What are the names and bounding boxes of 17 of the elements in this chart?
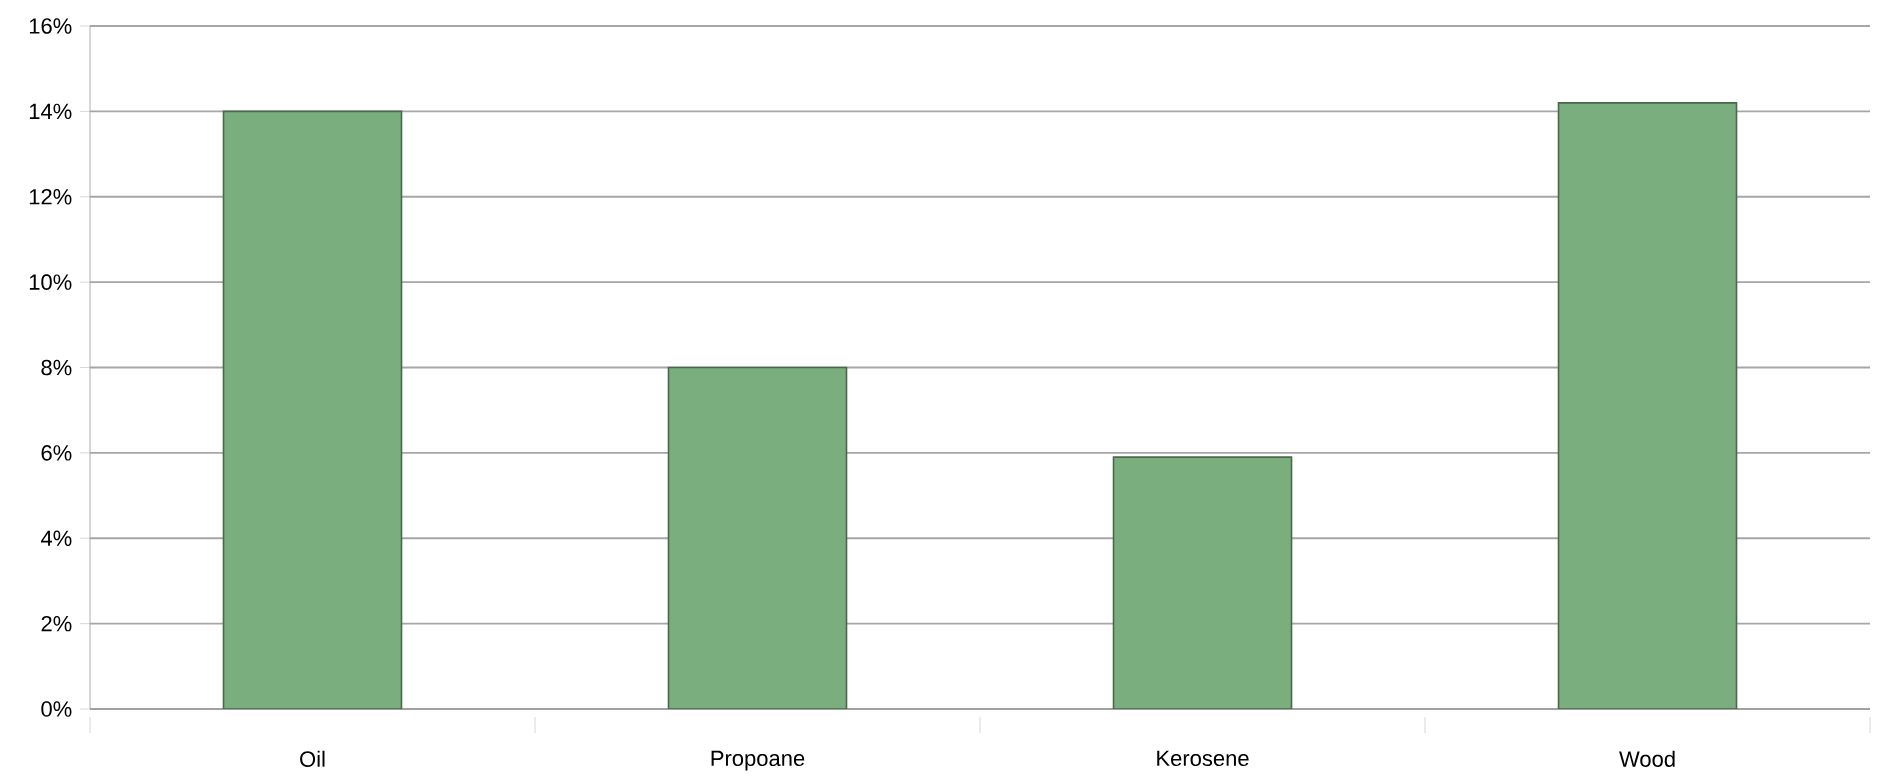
x-tick-label: Kerosene	[1157, 750, 1249, 767]
y-tick-label: 16%	[29, 18, 72, 34]
y-tick-label: 14%	[29, 103, 72, 120]
y-tick-label: 10%	[29, 274, 72, 290]
y-tick-label: 2%	[41, 615, 72, 632]
bar	[1557, 102, 1738, 709]
y-tick-label: 4%	[40, 530, 72, 546]
bar	[667, 366, 848, 709]
bar	[222, 110, 403, 709]
y-tick-label: 0%	[41, 701, 72, 717]
x-tick-label: Wood	[1619, 750, 1675, 767]
y-tick-label: 6%	[41, 445, 72, 461]
y-tick-label: 8%	[41, 359, 72, 376]
y-tick-label: 12%	[29, 189, 72, 205]
x-tick-label: Oil	[300, 750, 325, 767]
bar	[1112, 456, 1293, 709]
x-tick-label: Propoane	[711, 750, 805, 771]
